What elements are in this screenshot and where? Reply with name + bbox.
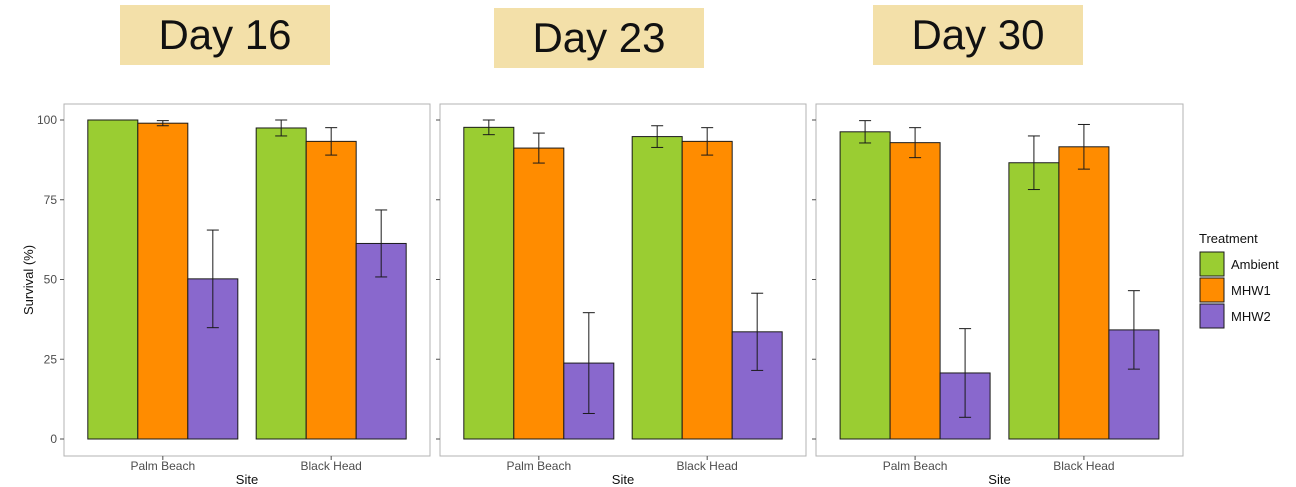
x-tick-label: Black Head [1053, 459, 1114, 473]
y-tick-label: 25 [44, 352, 58, 366]
bar-mhw1 [1058, 146, 1110, 440]
bar-ambient [255, 127, 307, 440]
bar-ambient [839, 131, 891, 440]
bar-ambient [463, 126, 515, 440]
y-tick-label: 100 [37, 113, 57, 127]
legend-swatch-ambient [1199, 251, 1225, 277]
legend-swatch-mhw2 [1199, 303, 1225, 329]
legend-title: Treatment [1199, 231, 1258, 246]
day-23-label: Day 23 [494, 8, 704, 68]
bar-ambient [631, 136, 683, 440]
y-tick-label: 75 [44, 193, 58, 207]
x-tick-label: Palm Beach [883, 459, 948, 473]
legend-label-ambient: Ambient [1231, 257, 1279, 272]
y-axis-title: Survival (%) [21, 245, 36, 315]
x-tick-label: Palm Beach [130, 459, 195, 473]
y-tick-label: 50 [44, 273, 58, 287]
legend-label-mhw1: MHW1 [1231, 283, 1271, 298]
x-axis-title: Site [988, 472, 1010, 487]
bar-mhw1 [889, 142, 941, 440]
bar-mhw1 [137, 122, 189, 440]
legend-label-mhw2: MHW2 [1231, 309, 1271, 324]
bar-mhw1 [681, 140, 733, 440]
y-tick-label: 0 [50, 432, 57, 446]
bar-ambient [87, 119, 139, 440]
day-16-label: Day 16 [120, 5, 330, 65]
x-tick-label: Palm Beach [506, 459, 571, 473]
x-tick-label: Black Head [300, 459, 361, 473]
x-axis-title: Site [236, 472, 258, 487]
x-tick-label: Black Head [676, 459, 737, 473]
day-30-label: Day 30 [873, 5, 1083, 65]
bar-mhw1 [305, 140, 357, 440]
legend-swatch-mhw1 [1199, 277, 1225, 303]
bar-mhw1 [513, 147, 565, 440]
x-axis-title: Site [612, 472, 634, 487]
bar-ambient [1008, 162, 1060, 440]
